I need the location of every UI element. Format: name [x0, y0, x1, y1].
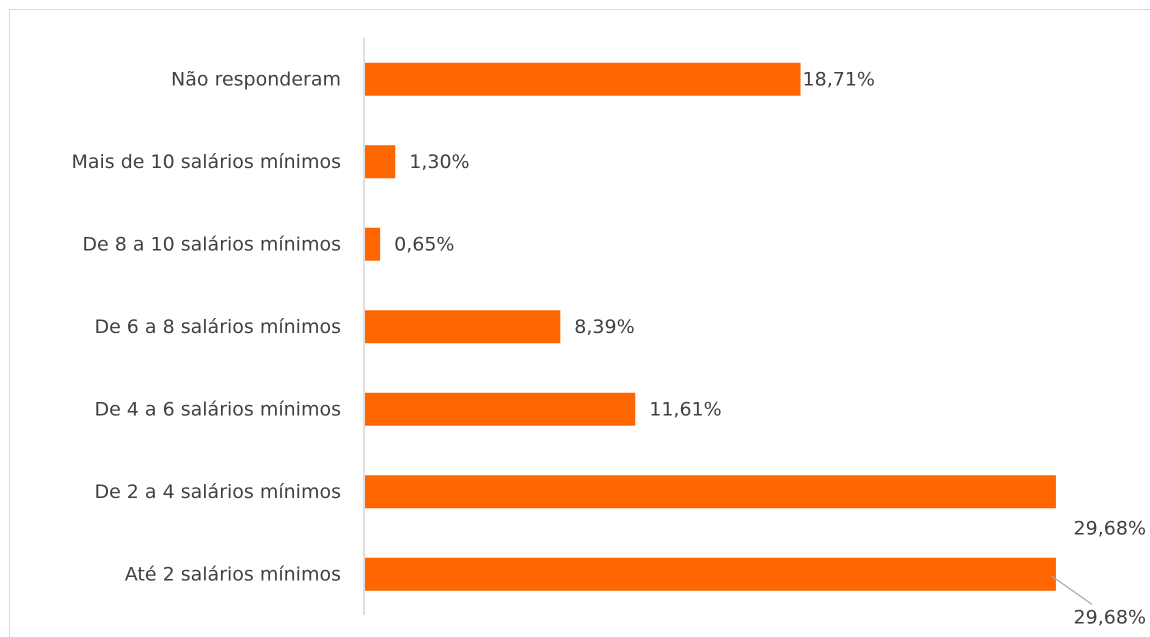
bar [365, 557, 1056, 591]
value-label: 18,71% [803, 68, 875, 90]
bar [365, 62, 801, 96]
value-label: 29,68% [1074, 517, 1146, 539]
value-label: 29,68% [1074, 606, 1146, 628]
category-label: Até 2 salários mínimos [125, 563, 341, 585]
bar [365, 227, 381, 261]
bar [365, 145, 396, 179]
category-label: De 2 a 4 salários mínimos [94, 481, 341, 503]
value-label: 11,61% [649, 398, 721, 420]
value-label: 8,39% [574, 316, 634, 338]
value-label: 0,65% [394, 233, 454, 255]
bar [365, 392, 636, 426]
value-label: 1,30% [409, 151, 469, 173]
bar [365, 310, 561, 344]
category-label: De 4 a 6 salários mínimos [94, 398, 341, 420]
chart-frame [9, 9, 1150, 637]
category-label: Não responderam [171, 68, 341, 90]
category-label: De 8 a 10 salários mínimos [82, 233, 341, 255]
category-label: Mais de 10 salários mínimos [71, 151, 341, 173]
category-label: De 6 a 8 salários mínimos [94, 316, 341, 338]
bar [365, 475, 1056, 509]
leader-line [1051, 575, 1093, 605]
